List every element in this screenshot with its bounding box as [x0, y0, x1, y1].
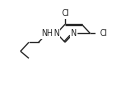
Text: N: N — [70, 29, 76, 38]
Text: Cl: Cl — [61, 9, 68, 18]
Text: NH: NH — [41, 29, 52, 38]
Text: N: N — [53, 29, 59, 38]
Text: Cl: Cl — [99, 29, 106, 38]
